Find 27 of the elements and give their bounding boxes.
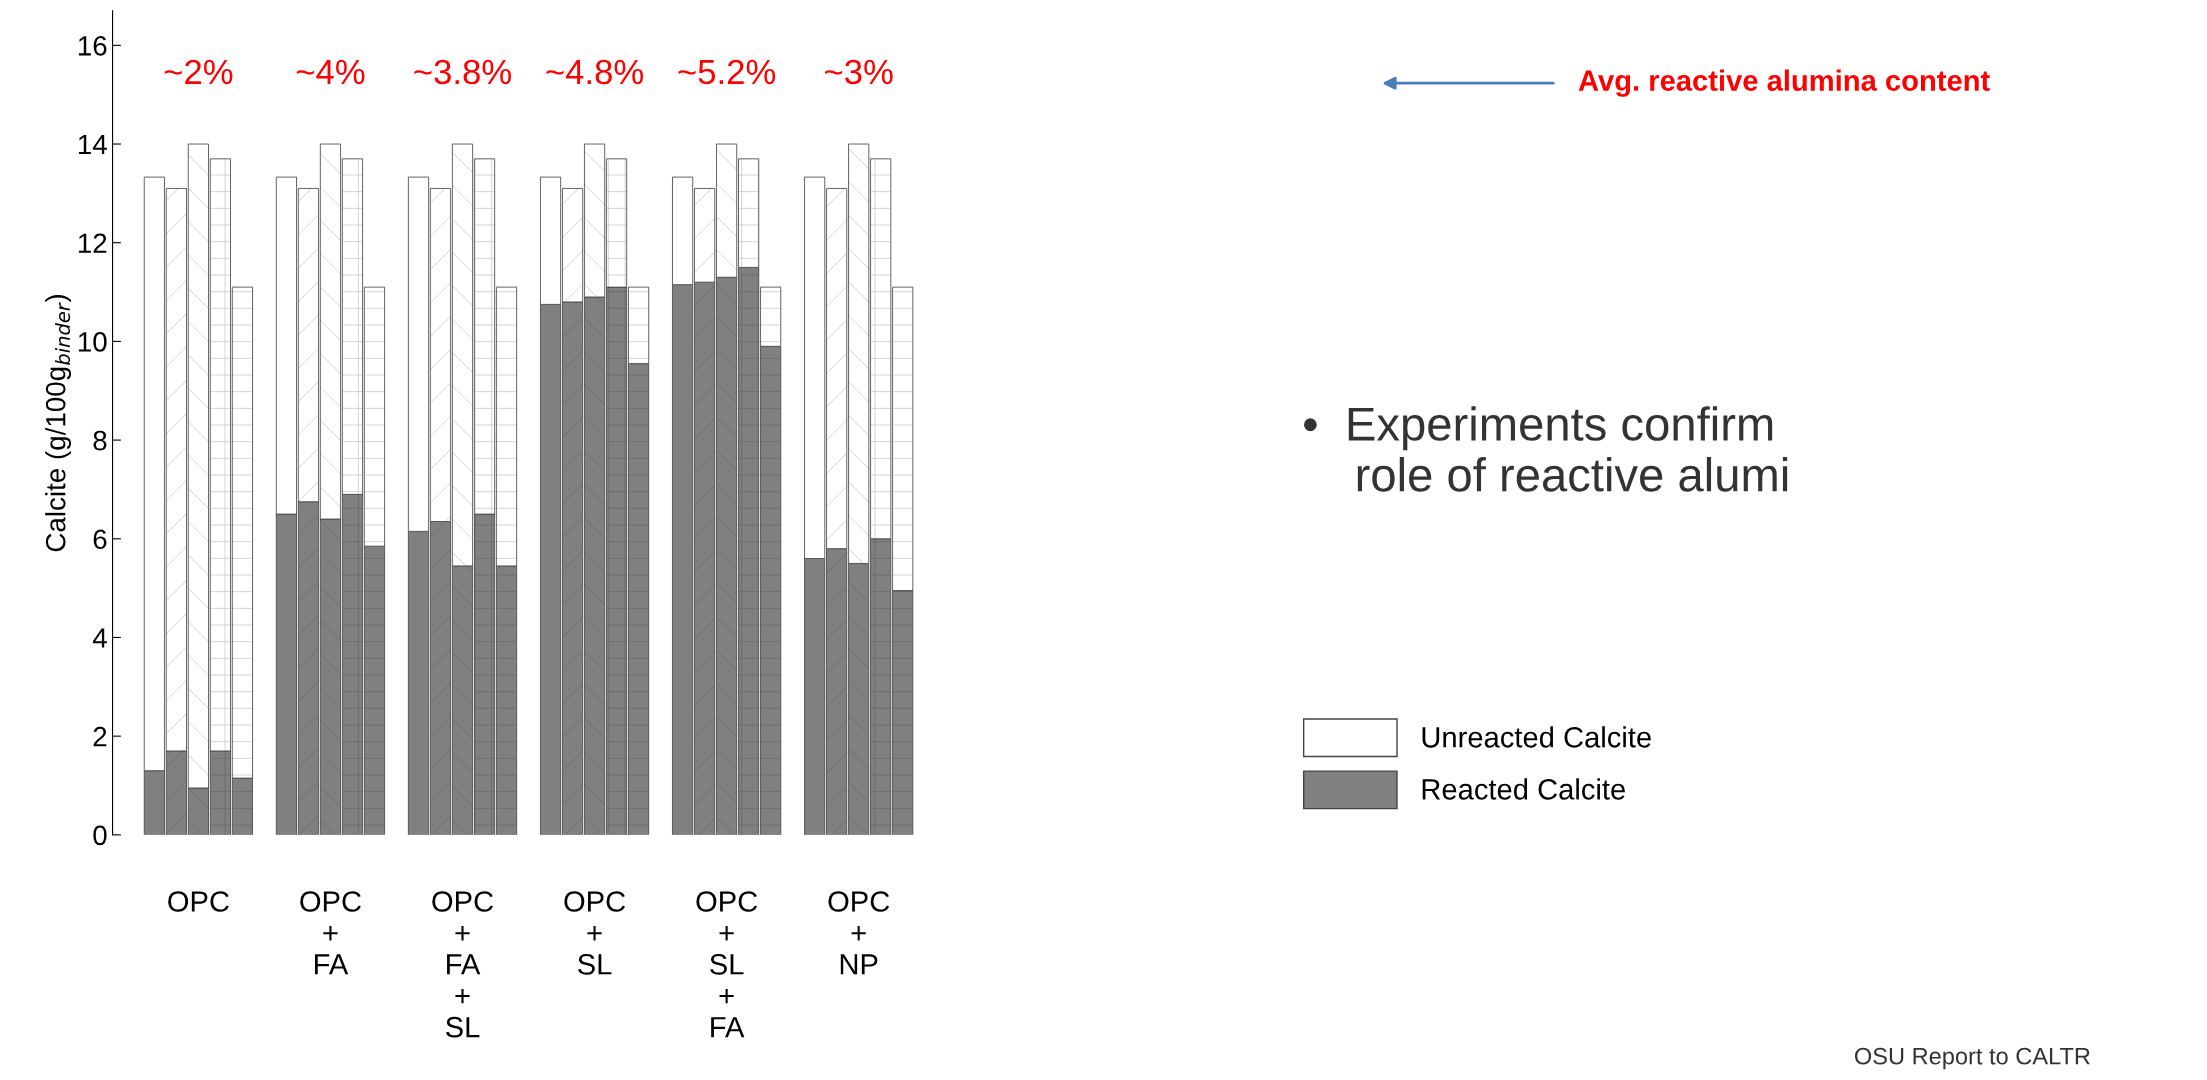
- x-tick-label: OPC + FA + SL: [432, 891, 493, 1038]
- text: • Experiments confirm role of reactive alumi: [1304, 406, 1788, 492]
- text: OSU Report to CALTR: [1855, 1047, 2090, 1070]
- x-tick-label: OPC + FA: [300, 891, 361, 975]
- annotation: ~2%: [164, 59, 233, 85]
- y-tick-label: 4: [92, 628, 107, 648]
- annotation: ~4%: [296, 59, 365, 85]
- y-tick-label: 2: [93, 726, 107, 747]
- y-tick-label: 8: [93, 430, 107, 451]
- y-tick-label: 12: [78, 233, 107, 253]
- text: Unreacted Calcite: [1422, 726, 1651, 748]
- y-tick-label: 10: [78, 332, 107, 352]
- y-axis-title: Calcite (g/100g$_{binder}$): [45, 294, 72, 552]
- x-tick-label: OPC + NP: [828, 891, 890, 975]
- annotation: ~3.8%: [414, 59, 511, 85]
- x-tick-label: OPC + SL: [564, 891, 626, 975]
- x-tick-label: OPC + SL + FA: [696, 891, 758, 1038]
- annotation: ~4.8%: [546, 59, 644, 85]
- annotation: ~5.2%: [678, 59, 776, 85]
- y-tick-label: 6: [93, 529, 107, 550]
- y-tick-label: 14: [78, 134, 107, 155]
- y-tick-label: 16: [78, 36, 107, 56]
- text: Avg. reactive alumina content: [1578, 69, 1990, 97]
- legend-label: Reacted Calcite: [1422, 778, 1625, 800]
- x-tick-label: OPC: [168, 891, 229, 912]
- annotation: ~3%: [825, 59, 893, 85]
- y-tick-label: 0: [93, 825, 107, 846]
